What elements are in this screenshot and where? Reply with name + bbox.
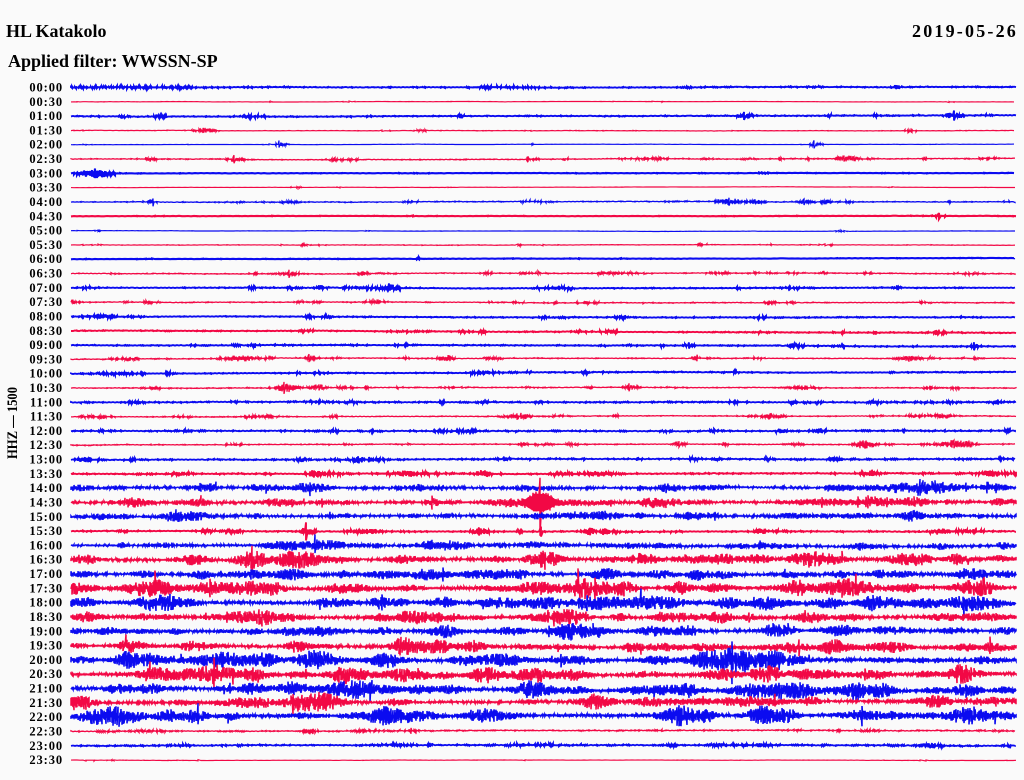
svg-text:10:30: 10:30	[29, 381, 63, 395]
svg-text:03:00: 03:00	[29, 166, 63, 180]
svg-text:08:30: 08:30	[29, 324, 63, 338]
svg-text:04:00: 04:00	[29, 195, 63, 209]
svg-text:15:00: 15:00	[29, 510, 63, 524]
svg-text:22:30: 22:30	[29, 725, 63, 739]
svg-text:15:30: 15:30	[29, 524, 63, 538]
svg-text:19:00: 19:00	[29, 624, 63, 638]
svg-text:05:00: 05:00	[29, 224, 63, 238]
svg-text:06:30: 06:30	[29, 267, 63, 281]
svg-text:23:00: 23:00	[29, 739, 63, 753]
svg-text:12:30: 12:30	[29, 438, 63, 452]
svg-text:14:30: 14:30	[29, 496, 63, 510]
svg-text:HHZ — 1500: HHZ — 1500	[5, 387, 21, 459]
svg-text:Applied filter: WWSSN-SP: Applied filter: WWSSN-SP	[8, 51, 218, 71]
svg-text:07:30: 07:30	[29, 295, 63, 309]
svg-text:19:30: 19:30	[29, 639, 63, 653]
svg-text:14:00: 14:00	[29, 481, 63, 495]
svg-text:02:00: 02:00	[29, 138, 63, 152]
svg-text:16:00: 16:00	[29, 538, 63, 552]
svg-text:00:30: 00:30	[29, 95, 63, 109]
svg-text:04:30: 04:30	[29, 209, 63, 223]
svg-text:17:30: 17:30	[29, 581, 63, 595]
svg-text:13:30: 13:30	[29, 467, 63, 481]
svg-text:00:00: 00:00	[29, 81, 63, 95]
svg-text:01:00: 01:00	[29, 109, 63, 123]
svg-text:05:30: 05:30	[29, 238, 63, 252]
svg-text:21:00: 21:00	[29, 682, 63, 696]
svg-text:21:30: 21:30	[29, 696, 63, 710]
svg-text:2019-05-26: 2019-05-26	[912, 21, 1018, 41]
svg-text:22:00: 22:00	[29, 710, 63, 724]
svg-text:09:30: 09:30	[29, 352, 63, 366]
svg-text:11:30: 11:30	[30, 410, 63, 424]
svg-text:08:00: 08:00	[29, 310, 63, 324]
svg-text:HL Katakolo: HL Katakolo	[6, 21, 107, 41]
svg-text:07:00: 07:00	[29, 281, 63, 295]
svg-text:18:30: 18:30	[29, 610, 63, 624]
svg-text:03:30: 03:30	[29, 181, 63, 195]
svg-text:12:00: 12:00	[29, 424, 63, 438]
svg-text:23:30: 23:30	[29, 753, 63, 767]
svg-text:18:00: 18:00	[29, 596, 63, 610]
svg-text:06:00: 06:00	[29, 252, 63, 266]
svg-text:11:00: 11:00	[30, 395, 63, 409]
svg-text:13:00: 13:00	[29, 453, 63, 467]
svg-text:20:00: 20:00	[29, 653, 63, 667]
svg-text:16:30: 16:30	[29, 553, 63, 567]
svg-text:01:30: 01:30	[29, 123, 63, 137]
svg-text:17:00: 17:00	[29, 567, 63, 581]
svg-text:02:30: 02:30	[29, 152, 63, 166]
svg-text:20:30: 20:30	[29, 667, 63, 681]
svg-text:09:00: 09:00	[29, 338, 63, 352]
svg-text:10:00: 10:00	[29, 367, 63, 381]
